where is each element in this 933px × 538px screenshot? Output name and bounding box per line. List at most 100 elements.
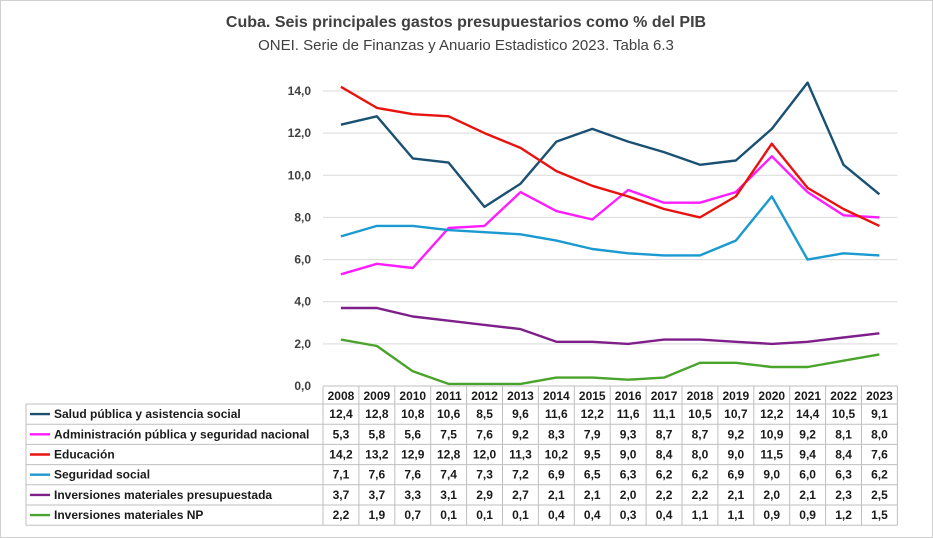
- data-value: 2,5: [871, 488, 888, 502]
- data-value: 3,1: [440, 488, 457, 502]
- data-value: 1,1: [728, 508, 745, 522]
- data-value: 2,2: [333, 508, 350, 522]
- data-value: 6,2: [871, 468, 888, 482]
- data-value: 9,3: [620, 427, 637, 441]
- y-tick-label: 8,0: [294, 210, 311, 224]
- data-value: 2,2: [656, 488, 673, 502]
- year-label: 2022: [830, 389, 857, 403]
- data-value: 0,1: [476, 508, 493, 522]
- data-value: 6,0: [799, 468, 816, 482]
- data-value: 0,3: [620, 508, 637, 522]
- data-value: 10,2: [545, 448, 569, 462]
- data-value: 9,0: [728, 448, 745, 462]
- y-tick-label: 2,0: [294, 337, 311, 351]
- y-tick-label: 12,0: [288, 126, 312, 140]
- data-value: 8,0: [692, 448, 709, 462]
- data-value: 8,4: [835, 448, 852, 462]
- data-value: 9,2: [728, 427, 745, 441]
- data-value: 6,9: [728, 468, 745, 482]
- data-value: 1,2: [835, 508, 852, 522]
- data-value: 0,4: [548, 508, 565, 522]
- data-value: 7,6: [404, 468, 421, 482]
- data-value: 2,7: [512, 488, 529, 502]
- data-value: 9,0: [620, 448, 637, 462]
- data-value: 8,0: [871, 427, 888, 441]
- year-label: 2018: [687, 389, 714, 403]
- data-value: 0,7: [404, 508, 421, 522]
- data-value: 7,4: [440, 468, 457, 482]
- series-name: Educación: [54, 448, 115, 462]
- series-line-3: [340, 195, 880, 261]
- year-label: 2008: [328, 389, 355, 403]
- data-value: 0,9: [763, 508, 780, 522]
- data-value: 9,0: [763, 468, 780, 482]
- data-value: 11,1: [653, 407, 676, 421]
- series-line-0: [340, 81, 881, 209]
- data-value: 10,7: [724, 407, 748, 421]
- series-name: Seguridad social: [54, 468, 150, 482]
- chart-subtitle: ONEI. Serie de Finanzas y Anuario Estadi…: [258, 37, 674, 54]
- y-tick-label: 6,0: [294, 253, 311, 267]
- data-value: 2,1: [584, 488, 601, 502]
- data-value: 12,4: [329, 407, 353, 421]
- series-lines: [340, 81, 881, 386]
- data-value: 10,9: [760, 427, 784, 441]
- data-value: 8,7: [692, 427, 709, 441]
- data-value: 11,6: [617, 407, 640, 421]
- data-value: 7,2: [512, 468, 529, 482]
- data-value: 12,0: [473, 448, 497, 462]
- data-value: 13,2: [365, 448, 389, 462]
- data-value: 7,5: [440, 427, 457, 441]
- data-value: 0,4: [656, 508, 673, 522]
- data-value: 6,3: [620, 468, 637, 482]
- data-value: 3,3: [404, 488, 421, 502]
- data-value: 7,9: [584, 427, 601, 441]
- y-axis: 0,0 2,0 4,0 6,0 8,0 10,0 12,0 14,0: [288, 84, 312, 393]
- data-value: 6,9: [548, 468, 565, 482]
- y-tick-label: 14,0: [288, 84, 312, 98]
- data-value: 8,3: [548, 427, 565, 441]
- series-line-5: [340, 338, 880, 386]
- year-label: 2016: [615, 389, 642, 403]
- series-name: Salud pública y asistencia social: [54, 407, 241, 421]
- data-value: 5,6: [404, 427, 421, 441]
- data-value: 1,5: [871, 508, 888, 522]
- data-value: 1,1: [692, 508, 709, 522]
- year-label: 2023: [866, 389, 893, 403]
- data-value: 9,5: [584, 448, 601, 462]
- data-value: 8,1: [835, 427, 852, 441]
- data-value: 2,0: [620, 488, 637, 502]
- data-value: 0,9: [799, 508, 816, 522]
- data-value: 0,1: [512, 508, 529, 522]
- series-line-4: [340, 306, 880, 346]
- data-value: 9,4: [799, 448, 816, 462]
- data-value: 7,6: [369, 468, 386, 482]
- data-value: 11,6: [545, 407, 568, 421]
- year-label: 2019: [722, 389, 749, 403]
- data-value: 2,1: [548, 488, 565, 502]
- year-label: 2021: [794, 389, 821, 403]
- data-value: 6,5: [584, 468, 601, 482]
- year-label: 2014: [543, 389, 570, 403]
- year-label: 2015: [579, 389, 606, 403]
- data-value: 2,0: [763, 488, 780, 502]
- data-value: 10,5: [688, 407, 712, 421]
- data-value: 12,9: [401, 448, 425, 462]
- data-value: 8,4: [656, 448, 673, 462]
- y-tick-label: 4,0: [294, 295, 311, 309]
- data-value: 7,1: [333, 468, 350, 482]
- data-value: 9,2: [799, 427, 816, 441]
- y-tick-label: 10,0: [288, 168, 312, 182]
- data-value: 7,6: [476, 427, 493, 441]
- series-name: Inversiones materiales presupuestada: [54, 488, 272, 502]
- data-value: 2,9: [476, 488, 493, 502]
- series-name: Administración pública y seguridad nacio…: [54, 427, 309, 441]
- data-value: 6,3: [835, 468, 852, 482]
- y-tick-label: 0,0: [294, 379, 311, 393]
- data-value: 10,8: [401, 407, 425, 421]
- data-value: 3,7: [369, 488, 386, 502]
- data-value: 11,5: [760, 448, 783, 462]
- data-value: 14,4: [796, 407, 820, 421]
- data-value: 6,2: [656, 468, 673, 482]
